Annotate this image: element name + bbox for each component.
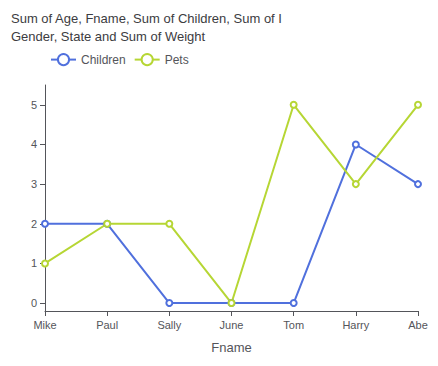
svg-text:4: 4 <box>31 138 37 150</box>
svg-text:Harry: Harry <box>342 319 369 331</box>
svg-text:Gender, State and Sum of Weigh: Gender, State and Sum of Weight <box>11 29 206 44</box>
svg-text:Paul: Paul <box>96 319 118 331</box>
svg-text:5: 5 <box>31 99 37 111</box>
svg-text:Abe: Abe <box>408 319 428 331</box>
svg-text:Mike: Mike <box>33 319 56 331</box>
svg-text:2: 2 <box>31 218 37 230</box>
svg-text:3: 3 <box>31 178 37 190</box>
svg-text:June: June <box>220 319 244 331</box>
svg-text:Sum of Age, Fname, Sum of Chil: Sum of Age, Fname, Sum of Children, Sum … <box>11 11 282 26</box>
svg-text:Tom: Tom <box>283 319 304 331</box>
svg-text:Pets: Pets <box>165 53 189 67</box>
svg-text:0: 0 <box>31 297 37 309</box>
svg-text:Fname: Fname <box>211 340 251 355</box>
svg-text:Sally: Sally <box>157 319 181 331</box>
svg-text:Children: Children <box>81 53 126 67</box>
svg-text:1: 1 <box>31 257 37 269</box>
